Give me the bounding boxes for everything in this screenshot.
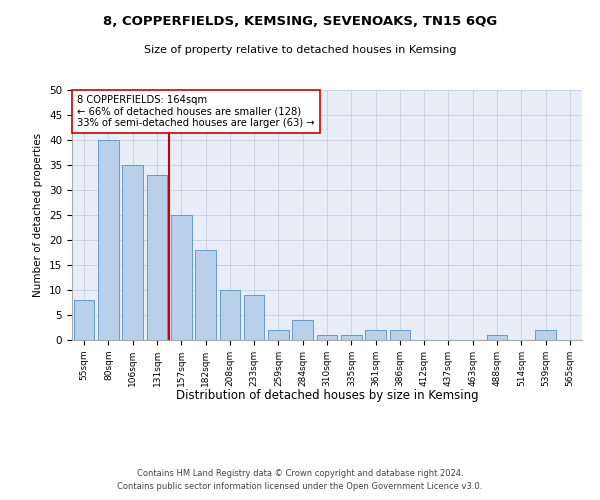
- Bar: [220, 290, 240, 340]
- Bar: [341, 335, 362, 340]
- Text: 8, COPPERFIELDS, KEMSING, SEVENOAKS, TN15 6QG: 8, COPPERFIELDS, KEMSING, SEVENOAKS, TN1…: [103, 15, 497, 28]
- Y-axis label: Number of detached properties: Number of detached properties: [34, 133, 43, 297]
- Bar: [74, 300, 94, 340]
- Bar: [146, 175, 167, 340]
- Bar: [98, 140, 119, 340]
- Bar: [122, 165, 143, 340]
- Text: Contains public sector information licensed under the Open Government Licence v3: Contains public sector information licen…: [118, 482, 482, 491]
- Bar: [195, 250, 216, 340]
- Bar: [317, 335, 337, 340]
- Bar: [292, 320, 313, 340]
- Text: Contains HM Land Registry data © Crown copyright and database right 2024.: Contains HM Land Registry data © Crown c…: [137, 468, 463, 477]
- Bar: [487, 335, 508, 340]
- Text: 8 COPPERFIELDS: 164sqm
← 66% of detached houses are smaller (128)
33% of semi-de: 8 COPPERFIELDS: 164sqm ← 66% of detached…: [77, 95, 315, 128]
- Bar: [268, 330, 289, 340]
- Text: Size of property relative to detached houses in Kemsing: Size of property relative to detached ho…: [144, 45, 456, 55]
- Bar: [535, 330, 556, 340]
- Bar: [171, 215, 191, 340]
- Bar: [365, 330, 386, 340]
- Bar: [244, 295, 265, 340]
- Bar: [389, 330, 410, 340]
- X-axis label: Distribution of detached houses by size in Kemsing: Distribution of detached houses by size …: [176, 389, 478, 402]
